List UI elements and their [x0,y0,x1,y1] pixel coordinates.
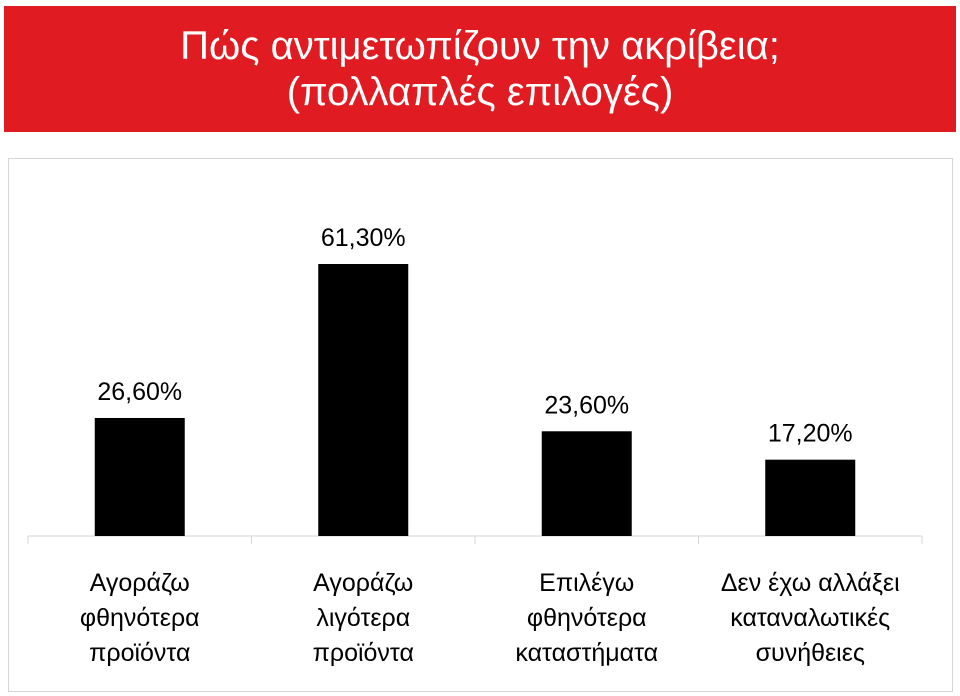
chart-area [8,158,953,692]
title-banner: Πώς αντιμετωπίζουν την ακρίβεια; (πολλαπ… [4,6,956,132]
category-label-line: φθηνότερα [79,604,200,632]
category-label-3: Επιλέγω φθηνότερα καταστήματα [475,566,699,671]
category-label-line: προϊόντα [312,639,414,667]
category-label-line: Επιλέγω [539,569,635,597]
bar-4 [765,459,856,536]
data-label-1: 26,60% [97,378,182,406]
chart-title: Πώς αντιμετωπίζουν την ακρίβεια; (πολλαπ… [180,23,780,115]
title-line-1: Πώς αντιμετωπίζουν την ακρίβεια; [180,24,780,68]
bar-3 [541,431,632,536]
data-label-2: 61,30% [321,224,406,252]
data-label-4: 17,20% [768,420,853,448]
category-label-line: Δεν έχω αλλάξει [720,569,900,597]
category-label-1: Αγοράζω φθηνότερα προϊόντα [28,566,252,671]
title-line-2: (πολλαπλές επιλογές) [286,70,674,114]
category-label-2: Αγοράζω λιγότερα προϊόντα [251,566,475,671]
category-label-line: συνήθειες [755,639,865,667]
category-label-line: προϊόντα [89,639,191,667]
category-label-4: Δεν έχω αλλάξει καταναλωτικές συνήθειες [698,566,922,671]
category-label-line: φθηνότερα [526,604,647,632]
category-label-line: καταναλωτικές [730,604,891,632]
bar-1 [94,417,185,536]
category-label-line: Αγοράζω [313,569,414,597]
category-label-line: λιγότερα [316,604,411,632]
category-label-line: Αγοράζω [89,569,190,597]
data-label-3: 23,60% [544,391,629,419]
category-label-line: καταστήματα [515,639,659,667]
bar-2 [318,264,409,536]
